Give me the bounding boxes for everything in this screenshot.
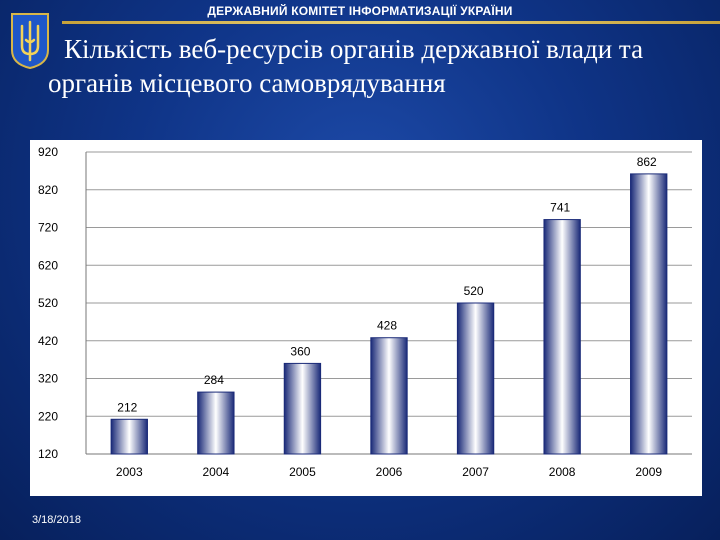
bars xyxy=(110,173,668,455)
x-tick-label: 2008 xyxy=(549,465,576,479)
header-divider xyxy=(62,21,720,24)
x-tick-label: 2003 xyxy=(116,465,143,479)
y-tick-label: 220 xyxy=(38,409,58,423)
bar xyxy=(630,173,668,455)
y-tick-label: 720 xyxy=(38,221,58,235)
chart-panel: 120 220 320 420 520 620 720 820 920 212 284 360 428… xyxy=(30,140,702,496)
y-tick-label: 120 xyxy=(38,447,58,461)
ukraine-trident-emblem-icon xyxy=(8,10,52,70)
data-labels: 212 284 360 428 520 741 862 xyxy=(117,155,657,414)
x-tick-label: 2006 xyxy=(376,465,403,479)
slide-title: Кількість веб-ресурсів органів державної… xyxy=(48,34,644,98)
data-label: 212 xyxy=(117,400,137,414)
data-label: 428 xyxy=(377,319,397,333)
data-label: 862 xyxy=(637,155,657,169)
bar-chart: 120 220 320 420 520 620 720 820 920 212 284 360 428… xyxy=(38,145,692,479)
data-label: 360 xyxy=(290,344,310,358)
bar xyxy=(283,362,322,455)
y-axis-ticks: 120 220 320 420 520 620 720 820 920 xyxy=(38,145,58,461)
y-tick-label: 520 xyxy=(38,296,58,310)
data-label: 520 xyxy=(464,284,484,298)
data-label: 741 xyxy=(550,201,570,215)
y-tick-label: 320 xyxy=(38,372,58,386)
x-tick-label: 2009 xyxy=(635,465,662,479)
x-axis-ticks: 2003 2004 2005 2006 2007 2008 2009 xyxy=(116,465,662,479)
data-label: 284 xyxy=(204,373,224,387)
y-tick-label: 820 xyxy=(38,183,58,197)
bar xyxy=(543,219,581,455)
header-title: ДЕРЖАВНИЙ КОМІТЕТ ІНФОРМАТИЗАЦІЇ УКРАЇНИ xyxy=(207,4,513,18)
y-tick-label: 420 xyxy=(38,334,58,348)
x-tick-label: 2005 xyxy=(289,465,316,479)
bar xyxy=(456,302,495,455)
x-tick-label: 2007 xyxy=(462,465,489,479)
bar xyxy=(110,418,148,455)
bar xyxy=(197,391,235,455)
slide-date: 3/18/2018 xyxy=(32,514,81,526)
y-tick-label: 920 xyxy=(38,145,58,159)
y-tick-label: 620 xyxy=(38,258,58,272)
bar xyxy=(370,337,408,455)
x-tick-label: 2004 xyxy=(203,465,230,479)
